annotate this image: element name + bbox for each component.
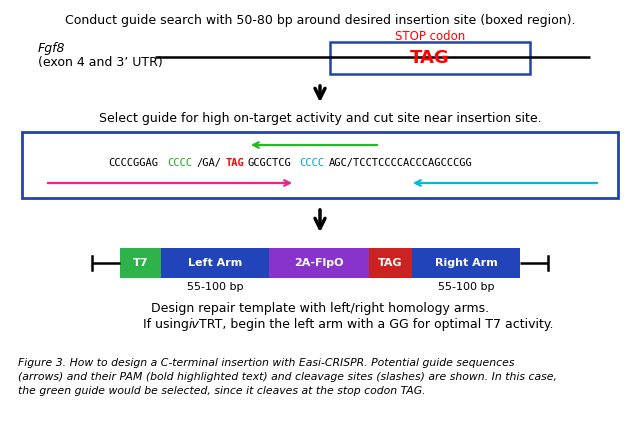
Bar xyxy=(22,132,618,198)
Text: STOP codon: STOP codon xyxy=(395,30,465,43)
Text: CCCC: CCCC xyxy=(167,158,192,168)
Text: CCCCGGAG: CCCCGGAG xyxy=(108,158,158,168)
Text: the green guide would be selected, since it cleaves at the stop codon TAG.: the green guide would be selected, since… xyxy=(18,386,426,396)
Bar xyxy=(120,248,161,278)
Text: Select guide for high on-target activity and cut site near insertion site.: Select guide for high on-target activity… xyxy=(99,112,541,125)
Text: Design repair template with left/right homology arms.: Design repair template with left/right h… xyxy=(151,302,489,315)
Text: GCGCTCG: GCGCTCG xyxy=(248,158,291,168)
Text: Fgf8: Fgf8 xyxy=(38,42,65,55)
Bar xyxy=(161,248,269,278)
Text: Right Arm: Right Arm xyxy=(435,258,497,268)
Text: iv: iv xyxy=(189,318,200,331)
Text: CCCC: CCCC xyxy=(299,158,324,168)
Bar xyxy=(330,42,530,74)
Text: 55-100 bp: 55-100 bp xyxy=(438,282,494,292)
Text: Conduct guide search with 50-80 bp around desired insertion site (boxed region).: Conduct guide search with 50-80 bp aroun… xyxy=(65,14,575,27)
Text: Figure 3. How to design a C-terminal insertion with Easi-CRISPR. Potential guide: Figure 3. How to design a C-terminal ins… xyxy=(18,358,515,368)
Text: (arrows) and their PAM (bold highlighted text) and cleavage sites (slashes) are : (arrows) and their PAM (bold highlighted… xyxy=(18,372,557,382)
Text: (exon 4 and 3’ UTR): (exon 4 and 3’ UTR) xyxy=(38,56,163,69)
Text: AGC/TCCTCCCCACCCAGCCCGG: AGC/TCCTCCCCACCCAGCCCGG xyxy=(328,158,472,168)
Text: /GA/: /GA/ xyxy=(196,158,221,168)
Text: 55-100 bp: 55-100 bp xyxy=(187,282,243,292)
Text: TRT, begin the left arm with a GG for optimal T7 activity.: TRT, begin the left arm with a GG for op… xyxy=(198,318,553,331)
Text: 2A-FlpO: 2A-FlpO xyxy=(294,258,344,268)
Text: TAG: TAG xyxy=(410,49,450,67)
Text: T7: T7 xyxy=(132,258,148,268)
Bar xyxy=(412,248,520,278)
Text: Left Arm: Left Arm xyxy=(188,258,243,268)
Text: TAG: TAG xyxy=(226,158,244,168)
Bar xyxy=(369,248,412,278)
Text: TAG: TAG xyxy=(378,258,403,268)
Text: If using: If using xyxy=(143,318,193,331)
Bar xyxy=(269,248,369,278)
